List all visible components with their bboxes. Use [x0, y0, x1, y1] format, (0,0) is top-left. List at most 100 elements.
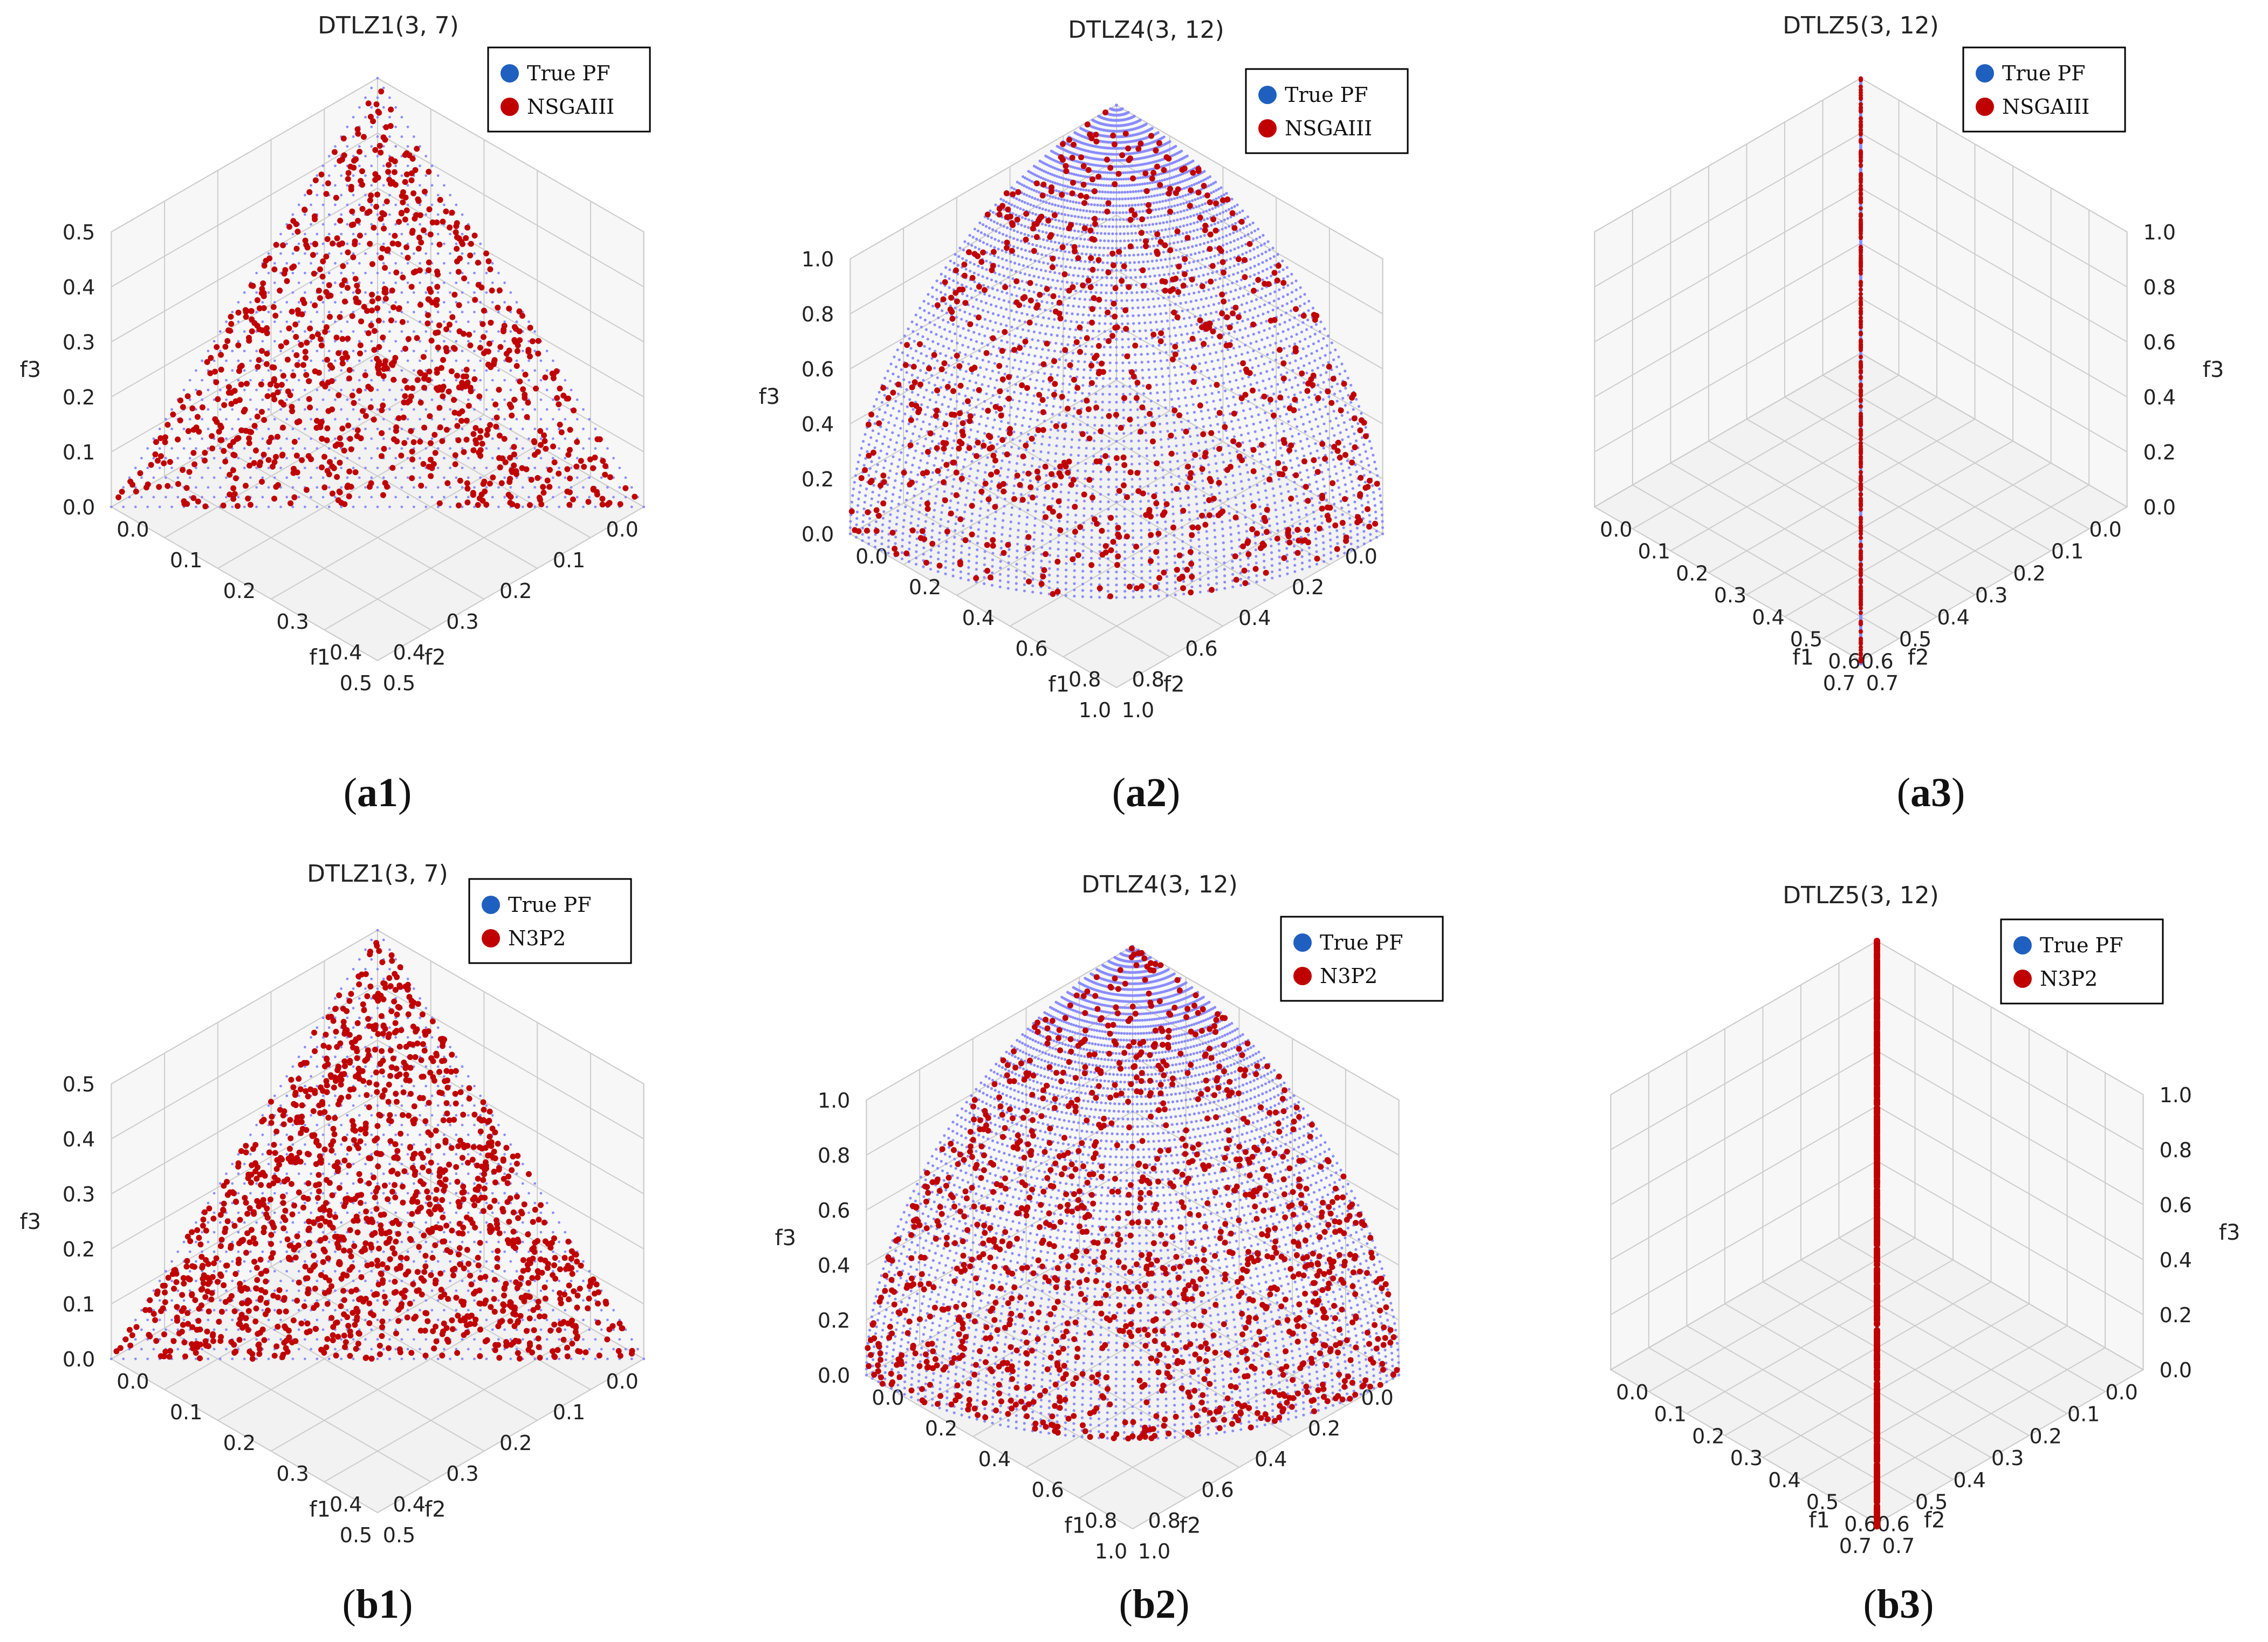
true-pf-point	[906, 491, 909, 495]
true-pf-point	[1335, 529, 1339, 532]
true-pf-point	[952, 549, 955, 552]
true-pf-point	[1051, 413, 1054, 416]
algorithm-point	[354, 283, 360, 289]
true-pf-point	[1100, 455, 1103, 458]
algorithm-point	[291, 494, 298, 500]
algorithm-point	[251, 460, 257, 466]
true-pf-point	[1285, 413, 1288, 416]
algorithm-point	[267, 381, 273, 388]
true-pf-point	[400, 311, 403, 314]
true-pf-point	[1223, 587, 1226, 590]
algorithm-point	[506, 479, 513, 485]
true-pf-point	[1016, 407, 1019, 410]
true-pf-point	[1153, 454, 1156, 457]
algorithm-point	[432, 450, 438, 456]
true-pf-point	[1085, 454, 1088, 457]
algorithm-point	[119, 489, 125, 495]
true-pf-point	[291, 349, 294, 353]
true-pf-point	[479, 242, 482, 245]
true-pf-point	[310, 281, 312, 284]
true-pf-point	[364, 466, 367, 470]
true-pf-point	[1211, 271, 1214, 274]
algorithm-point	[446, 388, 452, 395]
algorithm-point	[196, 429, 202, 435]
true-pf-point	[1099, 514, 1102, 518]
true-pf-point	[901, 420, 905, 423]
true-pf-point	[1015, 569, 1018, 572]
true-pf-point	[964, 503, 967, 506]
true-pf-point	[920, 325, 923, 329]
algorithm-point	[418, 239, 424, 246]
true-pf-point	[527, 379, 530, 382]
true-pf-point	[1249, 258, 1252, 261]
true-pf-point	[1248, 439, 1251, 443]
true-pf-point	[1066, 520, 1069, 524]
true-pf-point	[1214, 549, 1217, 553]
true-pf-point	[436, 505, 440, 509]
true-pf-point	[358, 457, 361, 460]
true-pf-point	[974, 484, 977, 487]
algorithm-point	[177, 397, 184, 404]
true-pf-point	[991, 426, 995, 429]
true-pf-point	[1015, 556, 1019, 559]
true-pf-point	[1145, 454, 1148, 457]
panel-a1: 0.00.10.20.30.40.50.00.10.20.30.40.50.00…	[20, 12, 651, 815]
true-pf-point	[1155, 320, 1158, 324]
true-pf-point	[1285, 553, 1289, 557]
tick-label-f1: 0.8	[1068, 668, 1101, 691]
true-pf-point	[533, 505, 537, 509]
true-pf-point	[1360, 460, 1363, 463]
algorithm-point	[258, 381, 264, 388]
true-pf-point	[1164, 406, 1167, 409]
true-pf-point	[956, 325, 960, 328]
true-pf-point	[935, 333, 938, 336]
true-pf-point	[1258, 452, 1262, 456]
true-pf-point	[334, 262, 337, 265]
true-pf-point	[1019, 392, 1023, 395]
true-pf-point	[1040, 387, 1044, 391]
algorithm-point	[383, 198, 390, 205]
true-pf-point	[400, 428, 403, 430]
true-pf-point	[394, 106, 398, 109]
true-pf-point	[1250, 300, 1253, 303]
true-pf-point	[1287, 490, 1290, 493]
true-pf-point	[1252, 349, 1255, 353]
true-pf-point	[1304, 430, 1307, 433]
true-pf-point	[1345, 428, 1348, 431]
algorithm-point	[456, 328, 463, 334]
true-pf-point	[905, 371, 908, 374]
true-pf-point	[920, 403, 923, 407]
true-pf-point	[334, 320, 337, 324]
true-pf-point	[1193, 480, 1197, 484]
algorithm-point	[317, 295, 323, 301]
true-pf-point	[959, 576, 962, 580]
algorithm-point	[246, 435, 252, 442]
true-pf-point	[1051, 301, 1054, 305]
true-pf-point	[1122, 478, 1126, 481]
true-pf-point	[1180, 526, 1184, 529]
true-pf-point	[364, 369, 367, 372]
true-pf-point	[1162, 383, 1165, 386]
true-pf-point	[1154, 469, 1157, 472]
true-pf-point	[261, 379, 264, 382]
algorithm-point	[550, 375, 557, 381]
true-pf-point	[1074, 521, 1077, 524]
algorithm-point	[448, 368, 455, 375]
true-pf-point	[1267, 426, 1270, 430]
true-pf-point	[624, 496, 627, 499]
true-pf-point	[1375, 530, 1378, 533]
true-pf-point	[1198, 590, 1202, 594]
algorithm-point	[450, 397, 457, 403]
true-pf-point	[400, 135, 403, 138]
true-pf-point	[370, 184, 373, 187]
true-pf-point	[1236, 386, 1240, 389]
true-pf-point	[881, 517, 885, 520]
true-pf-point	[985, 368, 988, 371]
true-pf-point	[394, 125, 398, 128]
true-pf-point	[1034, 434, 1037, 437]
true-pf-point	[1160, 320, 1163, 323]
true-pf-point	[1057, 421, 1060, 424]
algorithm-point	[341, 298, 348, 305]
algorithm-point	[392, 182, 399, 188]
true-pf-point	[1175, 452, 1178, 455]
